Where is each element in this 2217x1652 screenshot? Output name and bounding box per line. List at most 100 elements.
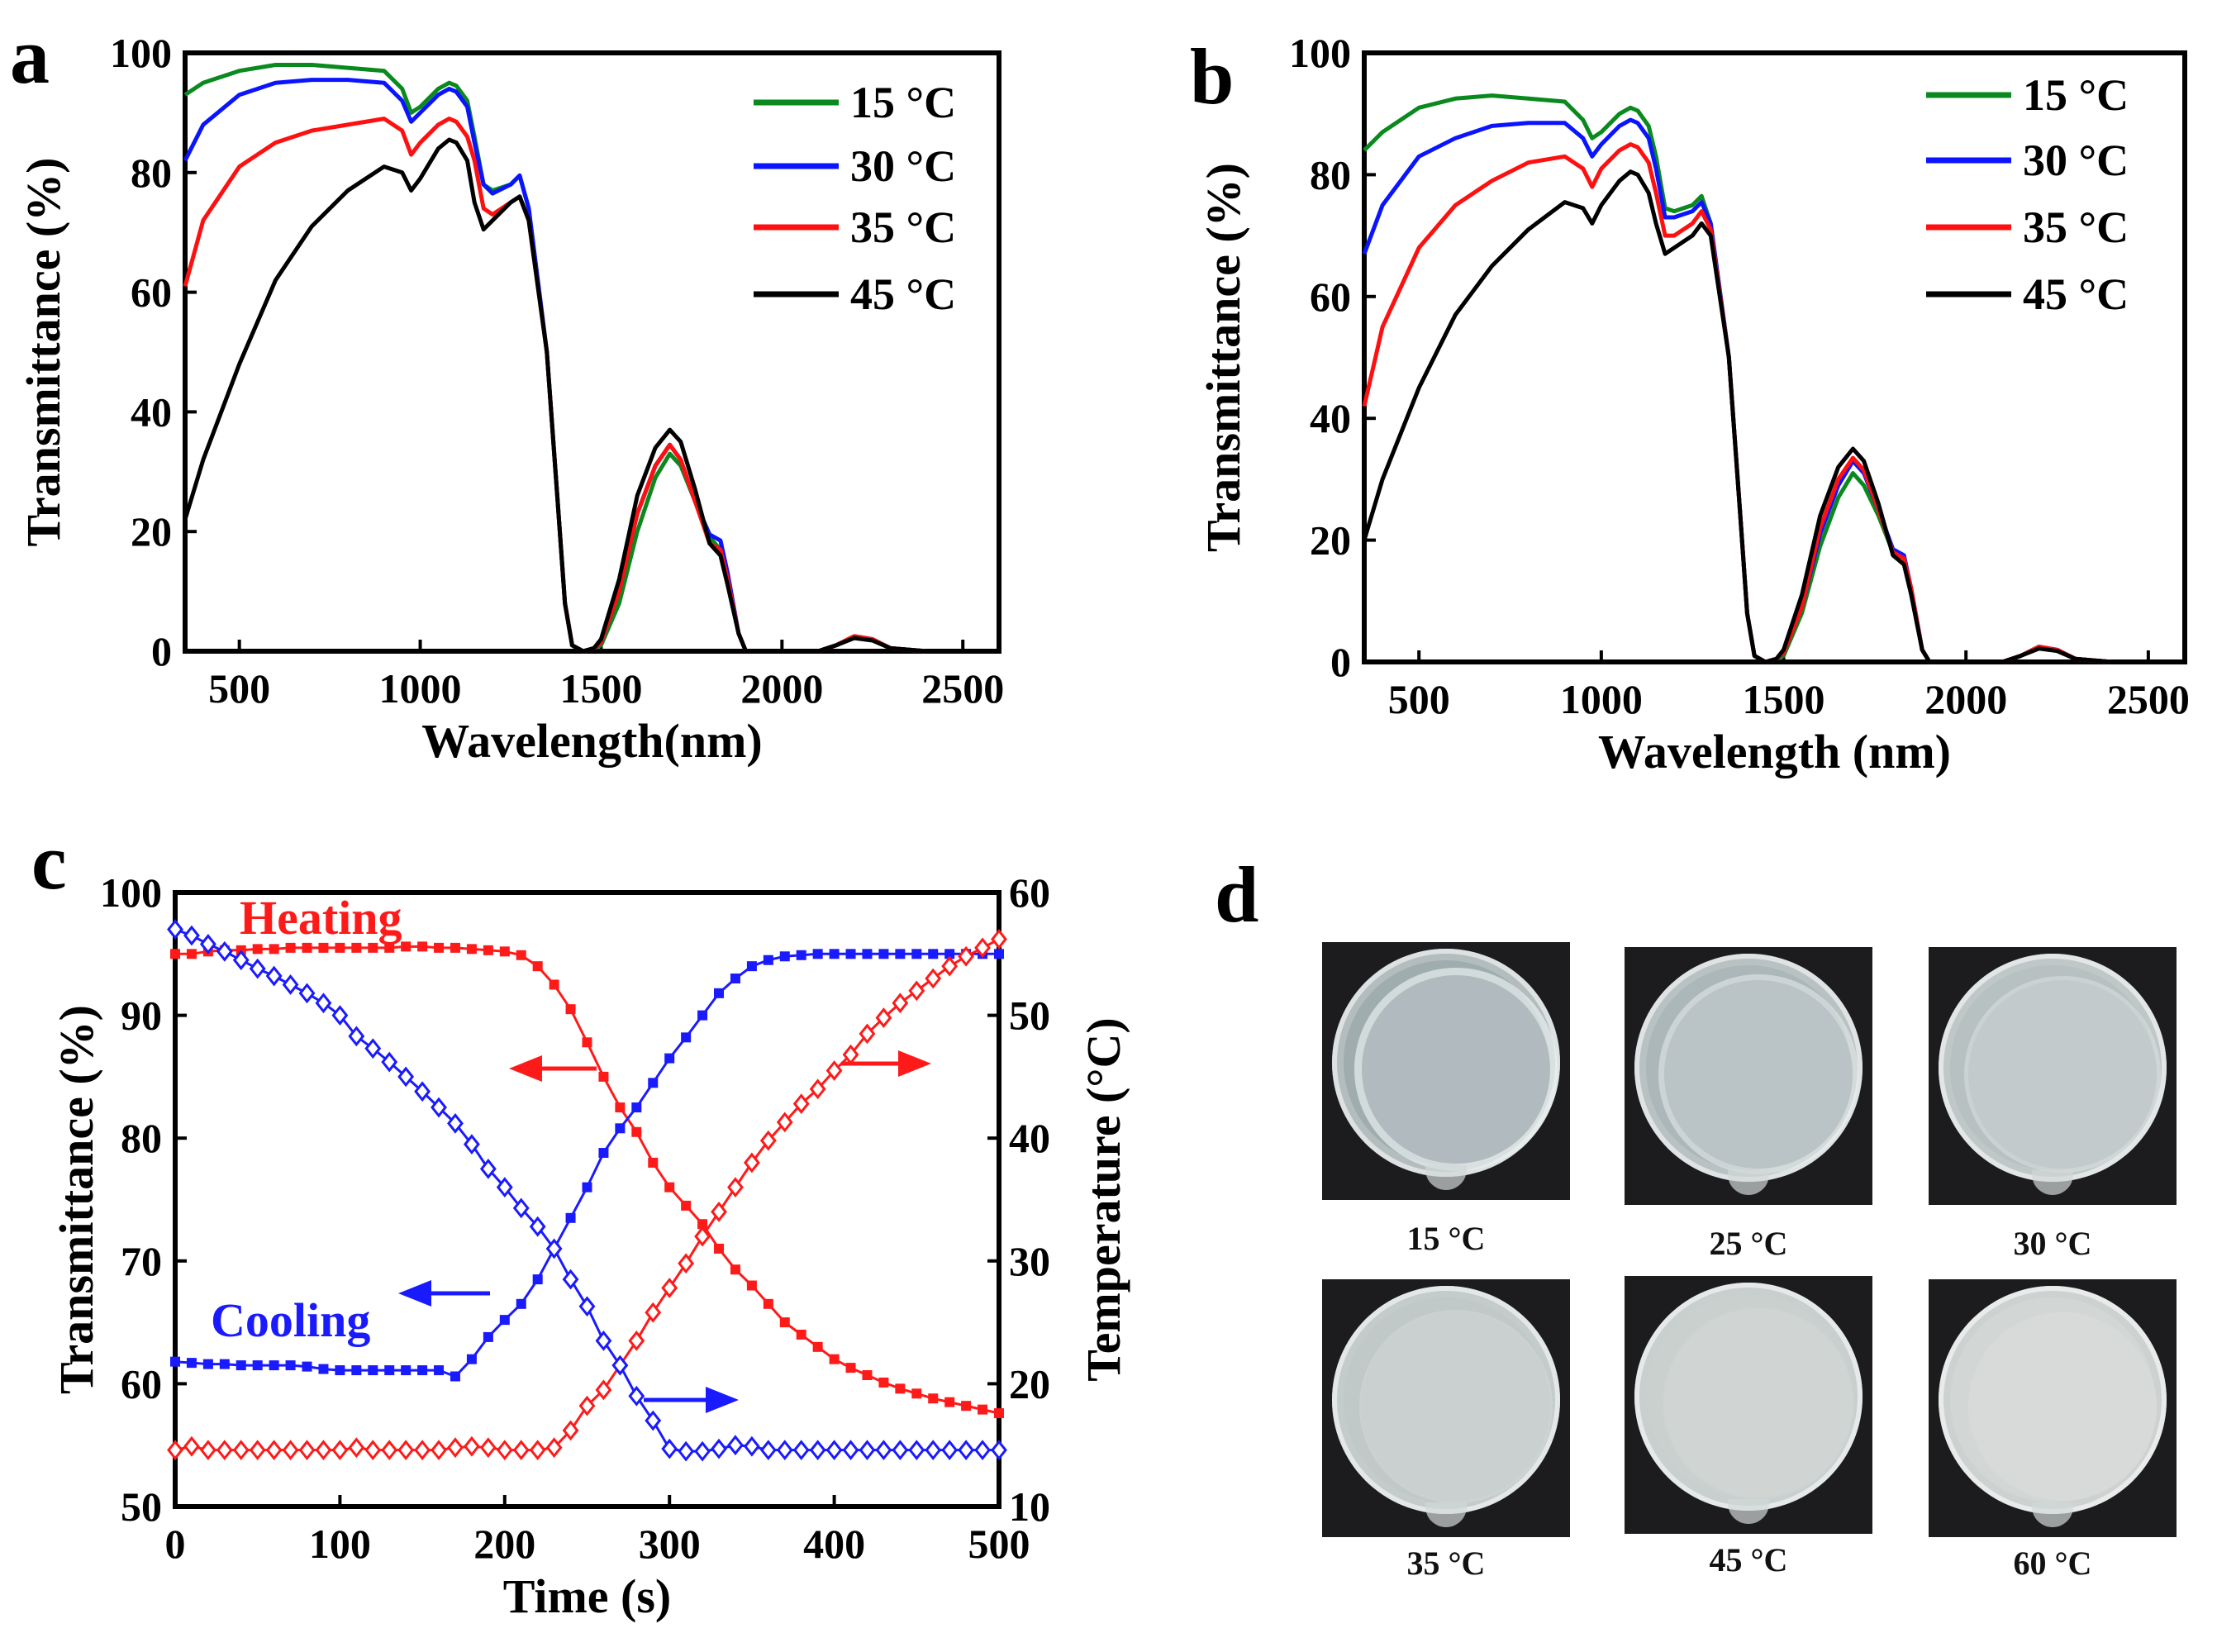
data-point-diamond bbox=[249, 1440, 266, 1461]
y-tick-label: 40 bbox=[131, 388, 172, 435]
y-tick-label: 20 bbox=[131, 508, 172, 555]
data-point-diamond bbox=[512, 1440, 530, 1461]
data-point-square bbox=[944, 949, 955, 959]
data-point-square bbox=[335, 1365, 345, 1376]
legend-label: 30 °C bbox=[850, 141, 956, 191]
data-point-diamond bbox=[991, 1440, 1007, 1461]
data-point-square bbox=[269, 944, 279, 955]
data-point-square bbox=[499, 946, 510, 957]
chart-b: 500 1000 1500 2000 2500 0 20 40 60 80 100 Wavelengt… bbox=[1197, 30, 2190, 778]
x-tick-label: 500 bbox=[1388, 676, 1450, 722]
plot-frame bbox=[1362, 50, 2187, 664]
data-point-diamond bbox=[727, 1177, 744, 1198]
data-point-square bbox=[483, 1331, 493, 1342]
y-tick-label: 100 bbox=[110, 30, 172, 76]
y-right-tick-label: 40 bbox=[1009, 1115, 1050, 1161]
data-point-square bbox=[434, 1365, 445, 1376]
data-point-diamond bbox=[282, 974, 299, 995]
data-point-square bbox=[763, 955, 773, 965]
data-point-square bbox=[351, 1365, 362, 1376]
data-point-square bbox=[565, 1212, 576, 1223]
data-point-square bbox=[895, 1383, 906, 1394]
legend-label: 35 °C bbox=[850, 202, 956, 252]
data-point-square bbox=[483, 945, 493, 955]
series-line-45C bbox=[183, 137, 999, 654]
data-point-square bbox=[417, 941, 428, 952]
petri-dish bbox=[1634, 954, 1863, 1182]
gel-surface bbox=[1664, 1309, 1853, 1497]
data-point-square bbox=[911, 949, 922, 959]
y-right-tick-label: 10 bbox=[1009, 1483, 1050, 1530]
data-point-diamond bbox=[759, 1130, 777, 1151]
data-point-diamond bbox=[199, 934, 216, 955]
series-line-35C bbox=[183, 117, 999, 654]
legend-label: 15 °C bbox=[2023, 70, 2129, 120]
data-point-square bbox=[878, 949, 889, 959]
data-point-diamond bbox=[216, 1440, 233, 1461]
data-point-square bbox=[796, 950, 806, 960]
data-point-square bbox=[532, 1274, 543, 1285]
data-point-square bbox=[219, 1359, 230, 1369]
data-point-square bbox=[285, 1360, 296, 1371]
data-point-square bbox=[186, 949, 197, 959]
data-point-square bbox=[516, 950, 526, 960]
data-point-square bbox=[928, 1393, 939, 1404]
data-point-diamond bbox=[875, 1440, 892, 1461]
data-point-diamond bbox=[431, 1097, 447, 1118]
data-point-square bbox=[845, 1363, 856, 1373]
data-point-square bbox=[202, 1359, 213, 1369]
data-point-diamond bbox=[298, 983, 316, 1004]
data-point-square bbox=[664, 1182, 675, 1193]
data-point-diamond bbox=[479, 1437, 497, 1459]
data-point-diamond bbox=[694, 1440, 711, 1462]
data-point-diamond bbox=[414, 1081, 431, 1102]
y-axis-label: Transmittance (%) bbox=[50, 1005, 103, 1394]
data-point-diamond bbox=[941, 955, 959, 977]
data-point-square bbox=[714, 1243, 725, 1254]
data-point-diamond bbox=[628, 1385, 645, 1407]
x-axis-label: Time (s) bbox=[503, 1569, 672, 1623]
data-point-square bbox=[384, 942, 395, 953]
data-point-diamond bbox=[958, 1440, 975, 1461]
data-point-diamond bbox=[496, 1440, 513, 1461]
data-point-diamond bbox=[364, 1440, 382, 1461]
data-point-square bbox=[532, 961, 543, 972]
data-point-diamond bbox=[776, 1440, 793, 1461]
petri-dish bbox=[1332, 1286, 1560, 1514]
data-point-square bbox=[648, 1078, 659, 1088]
data-point-diamond bbox=[776, 1112, 793, 1133]
data-point-diamond bbox=[463, 1134, 480, 1155]
series-heating-temperature bbox=[167, 929, 1007, 1461]
petri-dish bbox=[1332, 949, 1560, 1177]
data-point-square bbox=[944, 1397, 955, 1407]
data-point-square bbox=[269, 1360, 279, 1371]
data-point-diamond bbox=[941, 1440, 959, 1461]
data-point-square bbox=[434, 942, 445, 953]
data-point-diamond bbox=[315, 993, 332, 1014]
data-point-square bbox=[235, 1360, 246, 1371]
data-point-diamond bbox=[661, 1438, 678, 1459]
data-point-diamond bbox=[364, 1038, 382, 1059]
data-point-square bbox=[796, 1329, 806, 1340]
data-point-diamond bbox=[167, 919, 183, 940]
data-point-square bbox=[401, 941, 412, 952]
data-point-diamond bbox=[958, 945, 975, 967]
data-point-square bbox=[961, 1401, 972, 1412]
data-point-square bbox=[714, 988, 725, 998]
data-point-square bbox=[368, 942, 378, 953]
data-point-square bbox=[779, 951, 790, 962]
data-point-diamond bbox=[711, 1201, 727, 1222]
data-point-square bbox=[384, 1365, 395, 1376]
data-point-diamond bbox=[232, 1440, 250, 1461]
data-point-square bbox=[615, 1102, 626, 1113]
data-point-square bbox=[730, 1264, 740, 1275]
data-point-diamond bbox=[809, 1440, 826, 1461]
data-point-diamond bbox=[809, 1078, 826, 1100]
panel-label-a: a bbox=[10, 12, 50, 100]
data-point-square bbox=[351, 942, 362, 953]
sample-photo bbox=[1322, 942, 1570, 1200]
data-point-square bbox=[994, 949, 1004, 959]
legend-label: 35 °C bbox=[2023, 202, 2129, 252]
plot-frame bbox=[183, 50, 1001, 654]
